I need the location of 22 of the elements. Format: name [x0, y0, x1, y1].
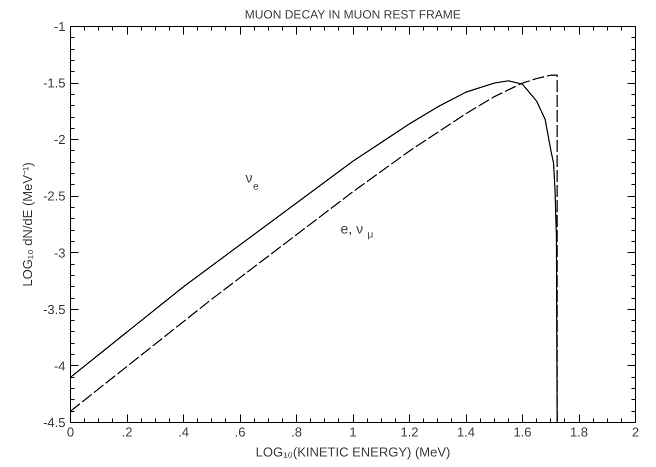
y-tick-label: -1.5 — [43, 76, 66, 91]
x-tick-label: .2 — [122, 424, 132, 440]
x-tick-label: 0 — [66, 424, 74, 440]
x-tick-label: 1.4 — [456, 424, 476, 440]
x-tick-label: 2 — [632, 424, 640, 440]
y-tick-label: -2.5 — [43, 188, 66, 204]
y-tick-label: -4 — [54, 358, 66, 374]
x-axis-title: LOG₁₀(KINETIC ENERGY) (MeV) — [256, 444, 450, 460]
y-tick-label: -2 — [54, 132, 66, 148]
y-tick-label: -3.5 — [43, 302, 66, 317]
y-tick-label: -4.5 — [43, 415, 66, 430]
x-tick-label: 1 — [349, 424, 357, 440]
x-tick-label: 1.2 — [400, 424, 419, 440]
x-tick-label: 1.8 — [570, 424, 588, 440]
x-tick-label: .8 — [291, 424, 302, 440]
y-axis-title: LOG₁₀ dN/dE (MeV⁻¹) — [20, 162, 36, 287]
y-tick-label: -1 — [54, 19, 66, 34]
x-tick-label: .6 — [234, 424, 246, 440]
chart-title: MUON DECAY IN MUON REST FRAME — [244, 8, 461, 22]
x-tick-label: .4 — [178, 424, 189, 440]
y-tick-label: -3 — [54, 245, 66, 260]
x-tick-label: 1.6 — [513, 424, 532, 440]
